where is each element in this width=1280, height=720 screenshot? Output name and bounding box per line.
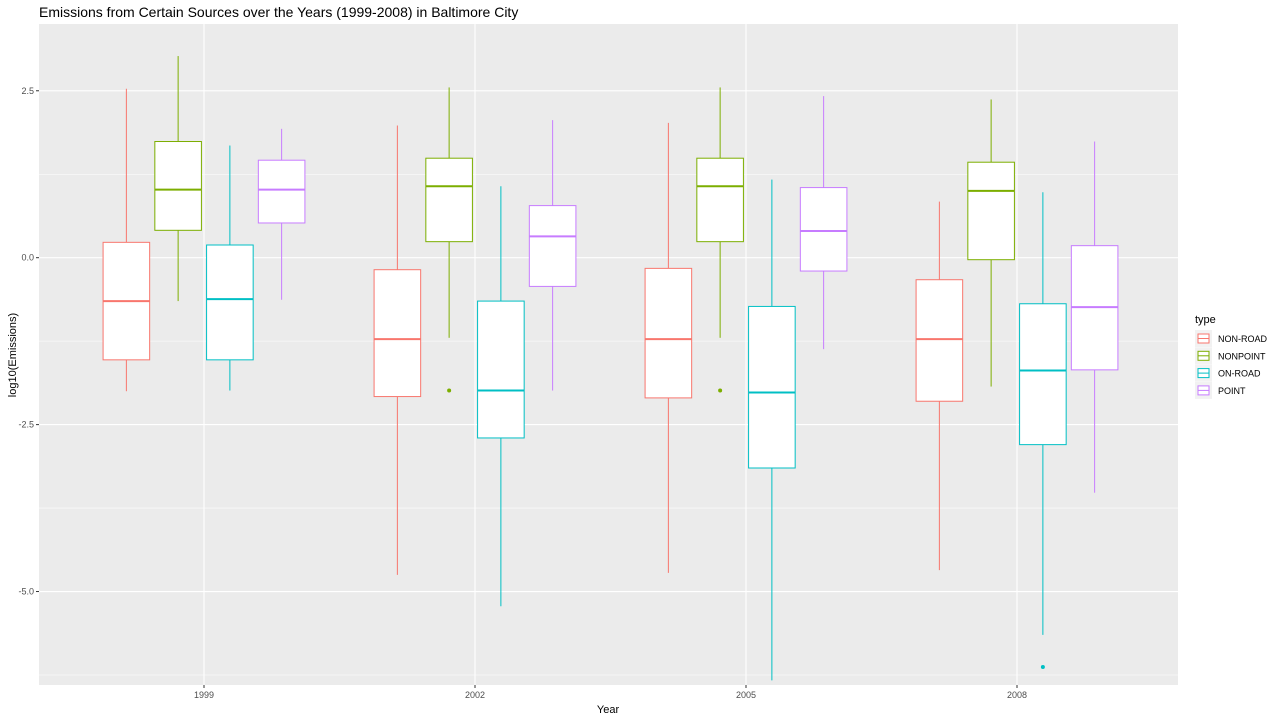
outlier-point — [447, 388, 452, 393]
iqr-box — [373, 269, 422, 398]
iqr-box — [477, 300, 525, 439]
iqr-box — [799, 187, 848, 272]
x-axis-label: Year — [597, 704, 620, 716]
boxes — [102, 56, 1119, 681]
box-nonpoint-2002 — [425, 87, 473, 393]
y-tick-label: 2.5 — [21, 86, 34, 96]
legend-item-on-road: ON-ROAD — [1195, 364, 1261, 382]
legend-title: type — [1195, 314, 1216, 326]
box-nonpoint-2008 — [967, 99, 1015, 387]
x-tick-label: 2005 — [736, 690, 756, 700]
iqr-box — [425, 157, 473, 243]
box-on-road-1999 — [206, 145, 254, 391]
box-point-2002 — [528, 120, 577, 391]
y-axis-label: log10(Emissions) — [7, 313, 19, 397]
legend-label: NONPOINT — [1218, 351, 1266, 361]
box-on-road-2008 — [1019, 192, 1067, 669]
iqr-box — [257, 159, 306, 224]
iqr-box — [154, 141, 202, 231]
box-on-road-2005 — [748, 179, 796, 681]
x-tick-label: 2002 — [465, 690, 485, 700]
box-point-1999 — [257, 128, 306, 300]
x-tick-label: 1999 — [194, 690, 214, 700]
box-point-2005 — [799, 96, 848, 350]
box-non-road-2002 — [373, 125, 422, 575]
box-nonpoint-1999 — [154, 56, 202, 302]
iqr-box — [696, 157, 744, 243]
iqr-box — [644, 267, 693, 399]
legend-label: POINT — [1218, 386, 1246, 396]
box-point-2008 — [1070, 141, 1119, 493]
y-tick-label: -2.5 — [18, 420, 34, 430]
box-non-road-1999 — [102, 88, 151, 392]
iqr-box — [206, 244, 254, 361]
grid-lines — [39, 24, 1178, 685]
axes: -5.0 -2.5 0.0 2.5 1999 2002 2005 2008 — [18, 86, 1027, 700]
legend: type NON-ROAD NONPOINT ON-ROAD POINT — [1195, 314, 1267, 399]
box-on-road-2002 — [477, 186, 525, 607]
legend-item-nonpoint: NONPOINT — [1195, 347, 1266, 365]
x-tick-label: 2008 — [1007, 690, 1027, 700]
legend-label: ON-ROAD — [1218, 369, 1261, 379]
iqr-box — [915, 279, 964, 402]
legend-label: NON-ROAD — [1218, 334, 1267, 344]
iqr-box — [1019, 303, 1067, 446]
box-non-road-2005 — [644, 122, 693, 573]
chart-title: Emissions from Certain Sources over the … — [39, 4, 518, 20]
y-tick-label: 0.0 — [21, 253, 34, 263]
iqr-box — [967, 161, 1015, 261]
iqr-box — [528, 205, 577, 287]
iqr-box — [748, 305, 796, 469]
legend-item-non-road: NON-ROAD — [1195, 330, 1267, 347]
outlier-point — [1040, 664, 1045, 669]
y-tick-label: -5.0 — [18, 587, 34, 597]
box-nonpoint-2005 — [696, 87, 744, 393]
legend-item-point: POINT — [1195, 381, 1246, 399]
box-non-road-2008 — [915, 201, 964, 571]
outlier-point — [718, 388, 723, 393]
